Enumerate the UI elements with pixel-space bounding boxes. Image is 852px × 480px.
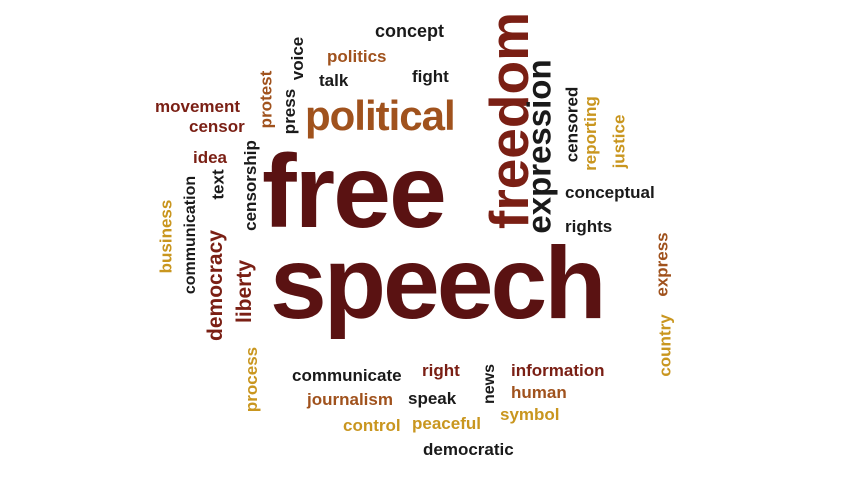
word-protest: protest xyxy=(256,70,276,129)
word-censor: censor xyxy=(189,117,245,136)
word-free: free xyxy=(262,134,447,250)
word-speak: speak xyxy=(408,389,457,408)
word-speech: speech xyxy=(270,226,607,340)
word-press: press xyxy=(280,88,300,135)
word-process: process xyxy=(242,346,262,413)
word-human: human xyxy=(511,383,567,402)
word-journalism: journalism xyxy=(307,390,393,409)
word-censorship: censorship xyxy=(240,140,260,231)
word-right: right xyxy=(422,361,460,380)
word-justice: justice xyxy=(609,114,629,169)
word-idea: idea xyxy=(193,148,228,167)
word-conceptual: conceptual xyxy=(565,183,655,202)
word-democratic: democratic xyxy=(423,440,514,459)
word-news: news xyxy=(481,363,499,405)
word-talk: talk xyxy=(319,71,349,90)
word-business: business xyxy=(156,199,176,274)
word-symbol: symbol xyxy=(500,405,560,424)
word-liberty: liberty xyxy=(233,259,257,324)
word-voice: voice xyxy=(288,36,308,81)
word-control: control xyxy=(343,416,401,435)
word-movement: movement xyxy=(155,97,241,116)
word-expression: expression xyxy=(520,59,558,234)
word-communicate: communicate xyxy=(292,366,402,385)
word-information: information xyxy=(511,361,605,380)
word-rights: rights xyxy=(565,217,613,236)
word-communication: communication xyxy=(182,175,200,295)
word-politics: politics xyxy=(327,47,387,66)
word-concept: concept xyxy=(375,21,445,41)
word-democracy: democracy xyxy=(203,230,227,341)
word-country: country xyxy=(655,314,675,377)
word-reporting: reporting xyxy=(580,96,600,171)
word-political: political xyxy=(305,92,456,139)
word-text: text xyxy=(208,169,228,200)
word-peaceful: peaceful xyxy=(412,414,481,433)
word-express: express xyxy=(652,232,672,297)
word-fight: fight xyxy=(412,67,449,86)
word-censored: censored xyxy=(562,86,582,163)
